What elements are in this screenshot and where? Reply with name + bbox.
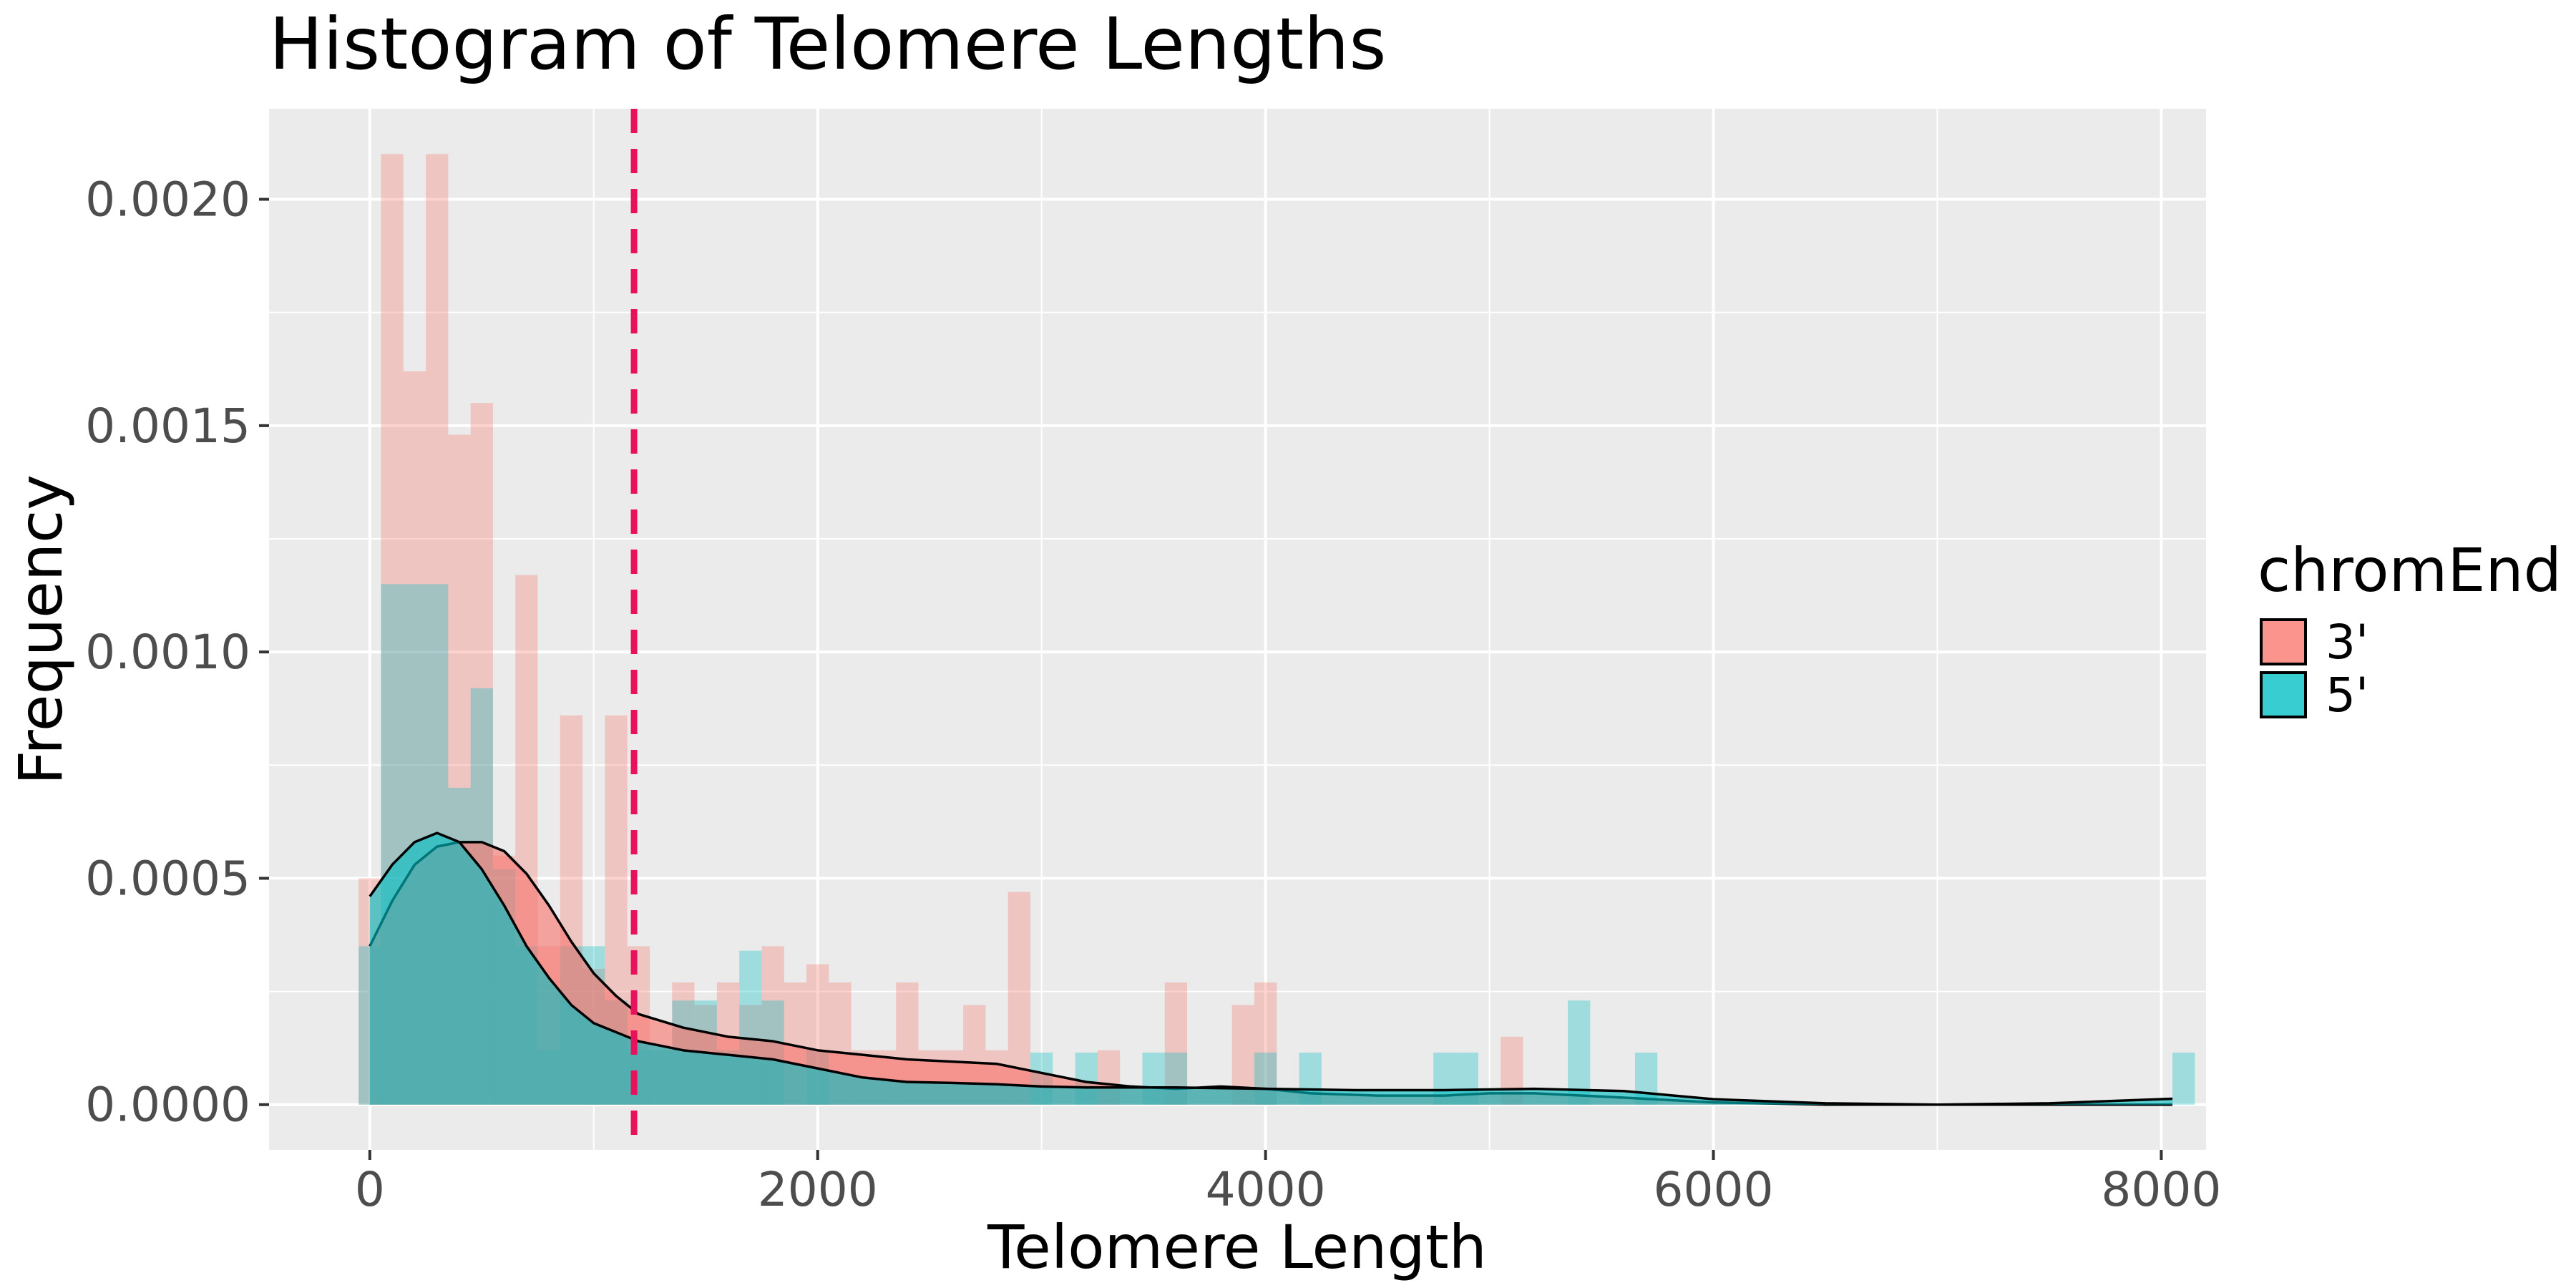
legend-label: 5'	[2326, 668, 2368, 723]
legend: chromEnd 3'5'	[2258, 535, 2562, 723]
histogram-bar	[1568, 1000, 1591, 1105]
y-tick-label: 0.0005	[85, 851, 250, 906]
histogram-bar	[1254, 982, 1277, 1105]
density-area	[369, 833, 2173, 1105]
y-tick-label: 0.0000	[85, 1078, 250, 1133]
y-tick-label: 0.0010	[85, 625, 250, 680]
histogram-bar	[2172, 1052, 2195, 1105]
x-tick-label: 4000	[1206, 1162, 1326, 1217]
legend-key	[2260, 671, 2307, 718]
chart-title: Histogram of Telomere Lengths	[269, 2, 1386, 86]
grid-minor	[269, 109, 2206, 1150]
x-tick-label: 0	[355, 1162, 385, 1217]
density-curves	[369, 831, 2173, 1106]
x-axis: 0 2000 4000 6000 8000	[355, 1150, 2221, 1217]
legend-key	[2260, 618, 2307, 665]
x-tick-label: 2000	[758, 1162, 878, 1217]
y-axis-title: Frequency	[6, 474, 76, 785]
y-tick-label: 0.0015	[85, 399, 250, 454]
x-tick-label: 8000	[2101, 1162, 2221, 1217]
legend-title: chromEnd	[2258, 535, 2562, 605]
density-line	[369, 831, 2173, 1106]
x-tick-label: 6000	[1654, 1162, 1774, 1217]
y-tick-label: 0.0020	[85, 172, 250, 228]
x-axis-title: Telomere Length	[987, 1212, 1487, 1282]
legend-label: 3'	[2326, 615, 2368, 670]
histogram-bar	[1164, 982, 1188, 1105]
y-axis: 0.0000 0.0005 0.0010 0.0015 0.0020	[85, 172, 269, 1133]
